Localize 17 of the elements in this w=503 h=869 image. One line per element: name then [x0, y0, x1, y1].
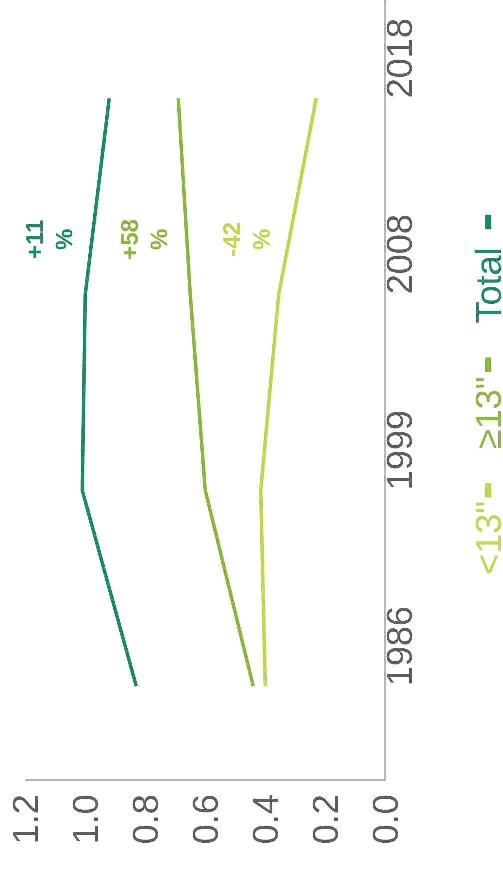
- legend-label: ≥13": [468, 376, 503, 450]
- x-tick-label: 0.4: [245, 794, 286, 845]
- annotation: +58 %: [116, 219, 174, 260]
- y-tick-label: 2008: [379, 214, 420, 294]
- legend-label: Total: [468, 248, 503, 324]
- y-tick-label: 1986: [379, 606, 420, 686]
- annotation: +11 %: [22, 220, 79, 260]
- x-tick-label: 0.6: [185, 794, 226, 845]
- x-tick-label: 0.2: [305, 794, 346, 845]
- x-tick-label: 0.0: [365, 794, 406, 845]
- x-tick-label: 0.8: [125, 794, 166, 845]
- x-tick-label: 1.0: [65, 794, 106, 845]
- legend-label: <13": [468, 501, 503, 575]
- x-tick-label: 1.2: [5, 794, 46, 845]
- y-tick-label: 2018: [379, 18, 420, 98]
- y-tick-label: 1999: [379, 410, 420, 490]
- annotation: -42 %: [219, 222, 276, 257]
